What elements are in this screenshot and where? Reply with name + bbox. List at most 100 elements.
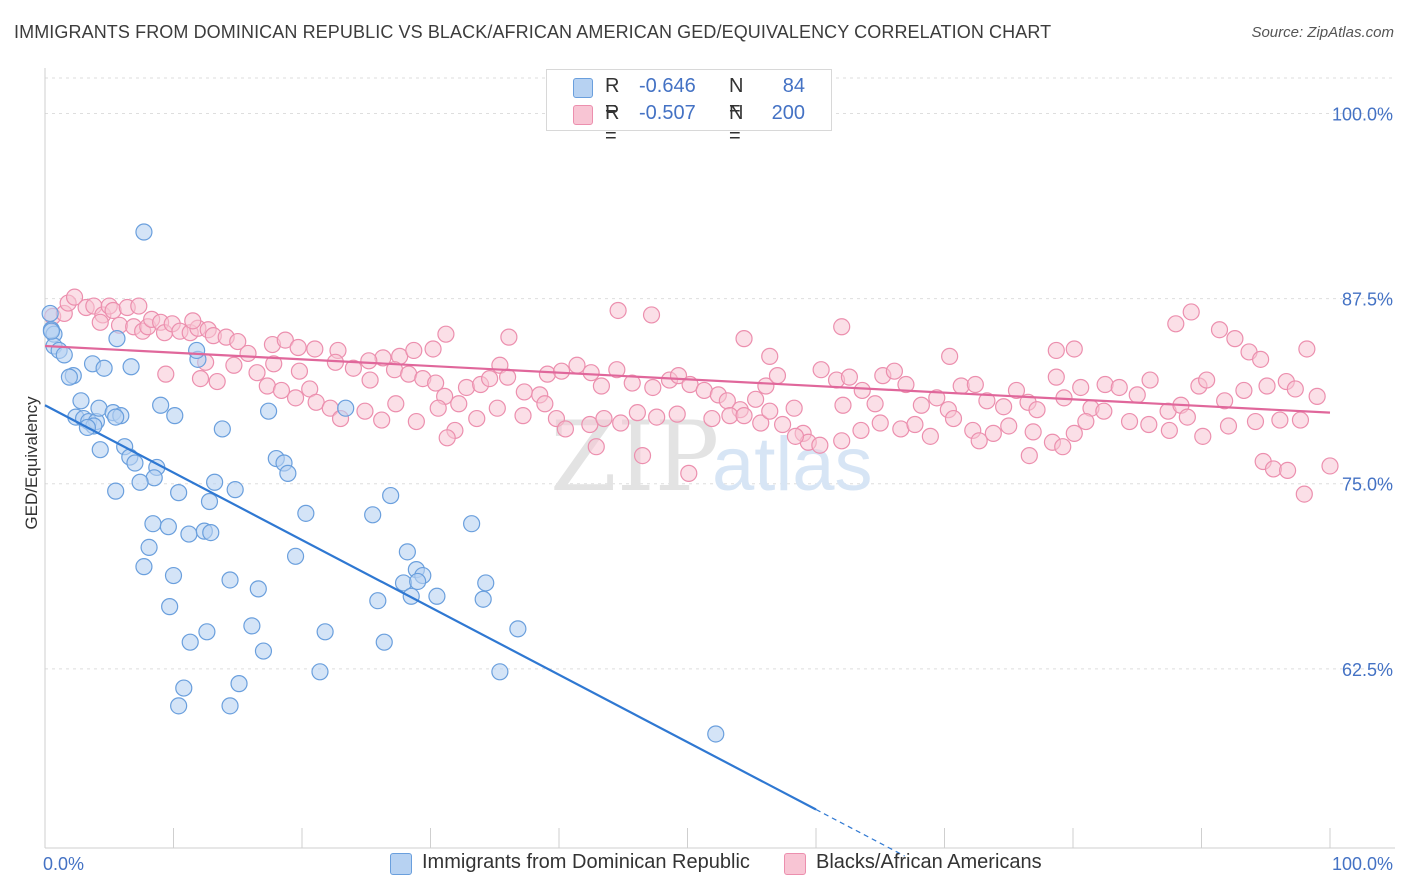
data-point-blacks (944, 409, 963, 428)
data-point-blacks (1020, 446, 1038, 465)
n-value: 200 (771, 102, 805, 124)
legend-label: Blacks/African Americans (816, 851, 1042, 873)
data-point-dominican (152, 396, 170, 414)
data-point-dominican (72, 392, 90, 410)
data-point-blacks (866, 395, 884, 413)
data-point-dominican (226, 481, 244, 499)
data-point-blacks (1178, 408, 1196, 426)
data-point-blacks (1298, 340, 1316, 358)
data-point-blacks (921, 427, 939, 445)
data-point-dominican (188, 341, 206, 360)
y-tick-label: 62.5% (1342, 660, 1393, 680)
data-point-dominican (364, 506, 382, 524)
data-point-dominican (477, 574, 495, 592)
blue-swatch (573, 78, 593, 98)
data-point-blacks (1286, 380, 1304, 398)
r-value: -0.646 (639, 75, 696, 97)
data-point-blacks (1007, 381, 1026, 400)
data-point-blacks (587, 438, 605, 456)
data-point-blacks (289, 338, 307, 357)
data-point-blacks (536, 395, 554, 413)
data-point-blacks (191, 369, 210, 388)
data-point-blacks (157, 365, 175, 383)
data-point-dominican (161, 598, 179, 616)
data-point-blacks (752, 414, 770, 432)
data-point-blacks (984, 424, 1002, 442)
data-point-blacks (1226, 330, 1244, 348)
data-point-blacks (735, 407, 753, 425)
data-point-blacks (514, 407, 532, 425)
data-point-dominican (297, 504, 315, 522)
data-point-dominican (279, 464, 297, 482)
data-point-dominican (398, 543, 416, 561)
data-point-blacks (680, 464, 698, 482)
data-point-blacks (488, 399, 506, 417)
data-point-blacks (500, 328, 518, 346)
data-point-blacks (344, 359, 362, 377)
data-point-blacks (239, 344, 257, 363)
data-point-blacks (941, 347, 959, 365)
blue-swatch (390, 853, 412, 875)
data-point-dominican (249, 580, 267, 598)
data-point-dominican (166, 407, 184, 425)
data-point-blacks (1072, 378, 1090, 397)
data-point-dominican (41, 304, 59, 323)
data-point-dominican (180, 525, 198, 543)
data-point-dominican (108, 330, 126, 348)
data-point-dominican (170, 697, 188, 715)
data-point-blacks (703, 409, 721, 428)
data-point-blacks (773, 415, 792, 434)
data-point-dominican (206, 473, 224, 491)
data-point-dominican (159, 518, 177, 536)
y-axis-label: GED/Equivalency (22, 396, 41, 530)
data-point-dominican (311, 663, 329, 681)
data-point-blacks (608, 361, 626, 379)
data-point-blacks (373, 411, 391, 429)
y-tick-label: 87.5% (1342, 290, 1393, 310)
data-point-blacks (499, 368, 517, 386)
data-point-dominican (198, 623, 216, 641)
data-point-dominican (202, 523, 220, 542)
data-point-dominican (135, 223, 153, 241)
data-point-dominican (91, 441, 109, 459)
data-point-blacks (1295, 485, 1313, 503)
data-point-dominican (254, 642, 273, 660)
data-point-blacks (225, 356, 243, 374)
data-point-blacks (1028, 401, 1046, 419)
pink-swatch (573, 105, 593, 125)
data-point-dominican (107, 408, 125, 426)
data-point-blacks (633, 446, 652, 465)
data-point-blacks (595, 409, 613, 428)
data-point-blacks (481, 369, 499, 388)
data-point-dominican (175, 679, 193, 697)
trend-line-dominican (44, 404, 817, 811)
n-value: 84 (782, 75, 805, 97)
data-point-blacks (582, 364, 600, 382)
data-point-blacks (970, 432, 988, 450)
data-point-dominican (90, 399, 108, 417)
data-point-blacks (852, 421, 870, 440)
data-point-blacks (785, 399, 803, 417)
r-label: R = (605, 102, 620, 147)
data-point-dominican (243, 617, 261, 635)
data-point-blacks (995, 398, 1013, 416)
data-point-dominican (221, 697, 239, 715)
data-point-blacks (468, 409, 486, 428)
data-point-dominican (42, 322, 61, 340)
data-point-blacks (1141, 371, 1159, 389)
r-label: R = (605, 75, 620, 120)
trend-line-dominican-extension (815, 808, 905, 857)
chart-title: IMMIGRANTS FROM DOMINICAN REPUBLIC VS BL… (14, 22, 1052, 42)
data-point-blacks (258, 377, 276, 395)
data-point-blacks (834, 396, 852, 414)
data-point-dominican (230, 675, 248, 693)
data-point-blacks (1321, 457, 1339, 475)
data-point-blacks (612, 414, 630, 432)
data-point-blacks (1160, 421, 1178, 440)
data-point-blacks (906, 415, 924, 434)
data-point-dominican (463, 515, 481, 533)
data-point-blacks (552, 362, 571, 380)
data-point-blacks (208, 372, 226, 391)
data-point-blacks (1140, 415, 1158, 434)
